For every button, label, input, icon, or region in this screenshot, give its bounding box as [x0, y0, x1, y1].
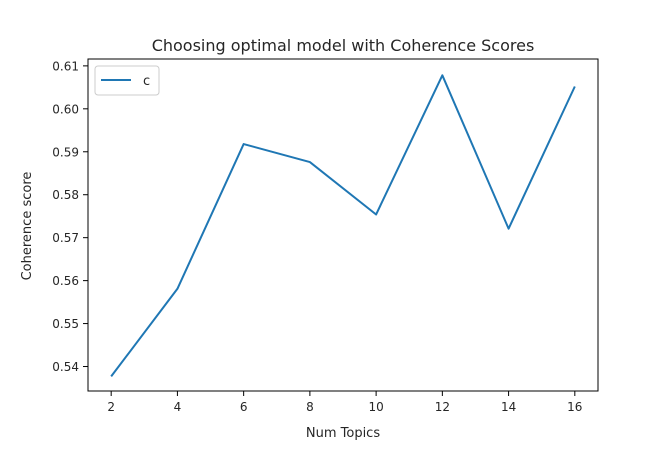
- x-axis-label: Num Topics: [306, 426, 380, 441]
- legend-label-c: c: [143, 74, 150, 89]
- x-tick-label: 6: [240, 400, 248, 414]
- x-tick-label: 12: [435, 400, 450, 414]
- y-axis-label: Coherence score: [20, 172, 35, 281]
- x-tick-label: 4: [174, 400, 182, 414]
- legend: c: [94, 65, 160, 96]
- series-layer: [110, 74, 576, 378]
- y-tick-label: 0.56: [52, 274, 79, 288]
- y-tick-label: 0.54: [52, 360, 79, 374]
- x-tick-label: 8: [306, 400, 314, 414]
- plot-area: [87, 58, 599, 392]
- y-tick-label: 0.59: [52, 145, 79, 159]
- y-tick-label: 0.61: [52, 59, 79, 73]
- y-tick-label: 0.57: [52, 231, 79, 245]
- x-tick-label: 16: [567, 400, 582, 414]
- x-tick-label: 14: [501, 400, 516, 414]
- x-tick-label: 10: [368, 400, 383, 414]
- x-tick-label: 2: [107, 400, 115, 414]
- y-tick-label: 0.58: [52, 188, 79, 202]
- x-axis: 2 4 6 8 10 12 14 16: [107, 391, 582, 414]
- plot-frame: [87, 58, 599, 392]
- y-tick-label: 0.55: [52, 317, 79, 331]
- y-axis: 0.54 0.55 0.56 0.57 0.58 0.59 0.60 0.61: [52, 59, 88, 374]
- y-tick-label: 0.60: [52, 102, 79, 116]
- chart-title: Choosing optimal model with Coherence Sc…: [152, 36, 535, 55]
- series-line-c: [110, 74, 576, 378]
